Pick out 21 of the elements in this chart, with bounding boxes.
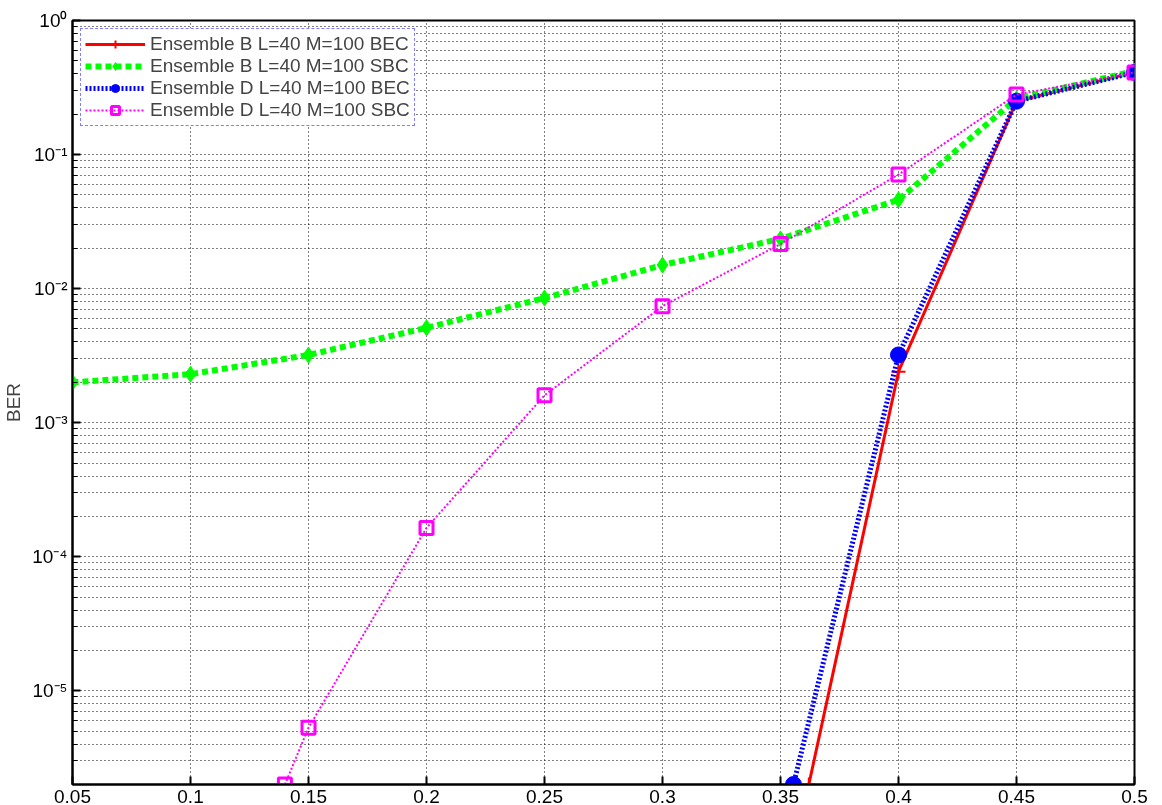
- x-tick-label: 0.1: [177, 785, 204, 805]
- x-tick-label: 0.3: [649, 785, 676, 805]
- legend-label: Ensemble D L=40 M=100 BEC: [150, 77, 410, 99]
- y-axis-title: BER: [3, 382, 25, 423]
- y-tick-label: 10⁰: [39, 10, 68, 31]
- y-tick-label: 10⁻¹: [34, 144, 68, 166]
- y-tick-label: 10⁻⁴: [32, 546, 68, 568]
- x-tick-label: 0.35: [762, 785, 799, 805]
- x-tick-label: 0.15: [290, 785, 327, 805]
- y-tick-label: 10⁻³: [34, 412, 68, 434]
- x-tick-label: 0.5: [1121, 785, 1148, 805]
- legend-label: Ensemble D L=40 M=100 SBC: [150, 99, 410, 121]
- x-tick-label: 0.4: [885, 785, 913, 805]
- x-tick-label: 0.25: [526, 785, 563, 805]
- y-tick-label: 10⁻²: [34, 278, 68, 300]
- legend-label: Ensemble B L=40 M=100 SBC: [150, 55, 409, 77]
- x-tick-label: 0.45: [998, 785, 1035, 805]
- x-tick-label: 0.05: [54, 785, 91, 805]
- legend-label: Ensemble B L=40 M=100 BEC: [150, 33, 409, 55]
- y-tick-label: 10⁻⁵: [32, 680, 68, 702]
- x-tick-label: 0.2: [413, 785, 440, 805]
